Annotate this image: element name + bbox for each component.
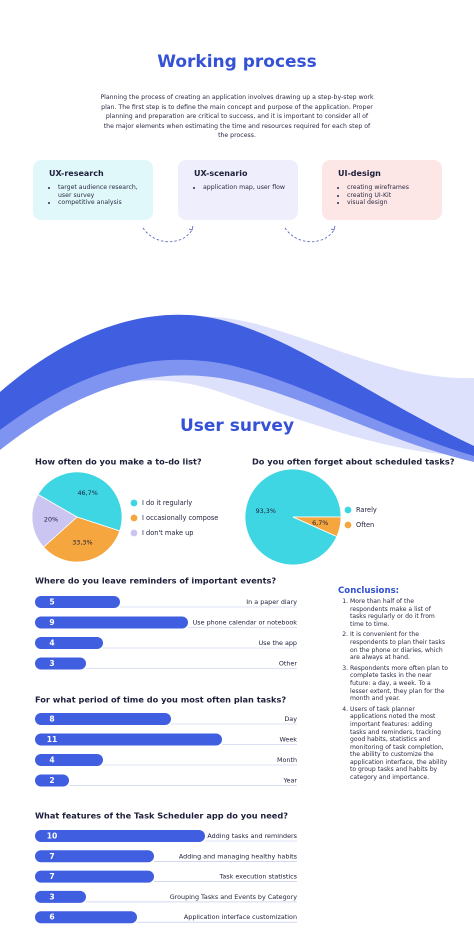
bar [35,890,86,903]
bar-value: 3 [49,659,54,668]
step-items: target audience research, user surveycom… [49,184,143,207]
step-card: UI-design creating wireframescreating UI-… [322,160,442,220]
flow-arrow [142,227,193,243]
bar-category: In a paper diary [246,598,297,606]
bar-value: 7 [49,872,54,881]
step-item: visual design [347,199,432,207]
conclusions-list: More than half of the respondents make a… [334,598,448,782]
legend-label: I don't make up [142,529,194,537]
legend-label: Rarely [356,506,377,514]
step-item: target audience research, user survey [58,184,143,199]
slice-label: 46,7% [77,489,97,497]
arrow-head [188,225,194,231]
conclusion-item: Users of task planner applications noted… [350,706,448,782]
pie-slice [42,516,121,563]
bar [35,754,103,766]
legend-label: Often [356,521,374,529]
slice-label: 6,7% [312,519,328,527]
bar-category: Use phone calendar or notebook [193,619,298,627]
legend-marker [130,514,138,522]
bar-category: Other [279,660,298,668]
chart-title: How often do you make a to-do list? [35,457,202,467]
bar [35,657,86,670]
wave-dark [0,314,474,456]
step-item: application map, user flow [203,184,288,192]
step-item: competitive analysis [58,199,143,207]
step-item: creating UI-Kit [347,192,432,200]
chart-title: Do you often forget about scheduled task… [252,457,455,467]
conclusion-item: It is convenient for the respondents to … [350,631,448,661]
conclusions-title: Conclusions: [338,586,400,596]
bar [35,713,171,725]
bar-value: 2 [49,776,54,785]
legend-marker [344,506,352,514]
legend-label: I do it regularly [142,499,192,507]
pie-slice [37,471,123,532]
bar-category: Day [284,715,297,723]
arrow-head [330,225,336,231]
conclusion-item: More than half of the respondents make a… [350,598,448,628]
bar-category: Week [279,736,297,744]
step-title: UI-design [338,169,381,178]
bar [35,850,154,863]
flow-arrow [284,227,335,243]
bar-category: Year [282,777,297,785]
legend-label: I occasionally compose [142,514,218,522]
legend-marker [344,521,352,529]
bar [35,733,222,746]
step-items: creating wireframescreating UI-Kitvisual… [338,184,432,207]
bar-category: Grouping Tasks and Events by Category [170,893,298,901]
chart-title: Where do you leave reminders of importan… [35,576,276,586]
bar-category: Use the app [258,639,297,647]
chart-title: For what period of time do you most ofte… [35,695,286,705]
bar [35,637,103,649]
legend-marker [130,529,138,537]
slice-label: 93,3% [256,507,276,515]
bar-value: 11 [47,735,58,744]
slice-label: 33,3% [72,539,92,547]
bar [35,596,120,608]
bar-value: 6 [49,913,54,922]
slice-label: 20% [44,516,58,524]
bar [35,830,205,842]
conclusions: Conclusions: More than half of the respo… [334,586,448,785]
pie-slice [31,493,78,548]
bar-value: 5 [49,598,54,607]
step-items: application map, user flow [194,184,288,192]
bar-value: 4 [49,756,54,765]
bar-category: Task execution statistics [219,873,298,881]
step-title: UX-research [49,169,104,178]
bar [35,774,69,787]
bar-value: 7 [49,852,54,861]
bar-value: 4 [49,639,54,648]
legend-marker [130,499,138,507]
bar-category: Adding and managing healthy habits [179,852,298,860]
conclusion-item: Respondents more often plan to complete … [350,665,448,703]
bar-value: 9 [49,618,54,627]
section-title: User survey [180,416,294,436]
bar-value: 8 [49,715,54,724]
step-title: UX-scenario [194,169,248,178]
bar [35,870,154,883]
bar [35,911,137,924]
pie-slice [292,516,342,538]
bar-category: Application interface customization [184,913,297,921]
title: Working process [157,52,317,72]
description: Planning the process of creating an appl… [100,94,374,140]
wave-mid [0,353,474,462]
bar [35,616,188,629]
step-item: creating wireframes [347,184,432,192]
chart-title: What features of the Task Scheduler app … [35,811,288,821]
bar-category: Month [277,756,297,764]
step-card: UX-scenario application map, user flow [178,160,298,220]
bar-category: Adding tasks and reminders [207,832,297,840]
bar-value: 3 [49,892,54,901]
step-card: UX-research target audience research, use… [33,160,153,220]
bar-value: 10 [47,832,58,841]
